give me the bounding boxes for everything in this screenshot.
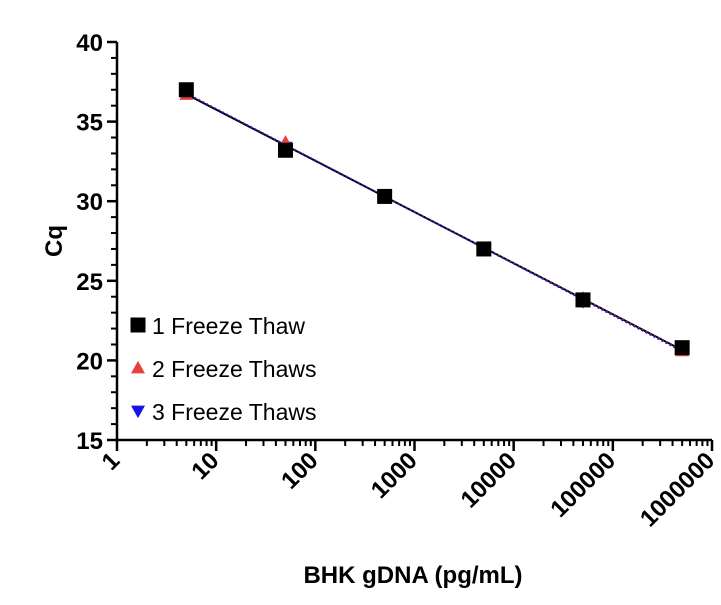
fit-line-series-3 xyxy=(185,92,683,353)
x-tick-label: 10000 xyxy=(456,447,522,513)
y-tick-label: 25 xyxy=(76,269,103,296)
fit-lines-layer xyxy=(185,92,683,353)
data-point-series-1 xyxy=(377,188,393,204)
y-tick-label: 40 xyxy=(76,30,103,57)
x-tick-label: 1000 xyxy=(366,447,423,504)
x-tick-label: 100 xyxy=(276,447,323,494)
legend: 1 Freeze Thaw 2 Freeze Thaws 3 Freeze Thaw… xyxy=(130,313,316,425)
legend-label-3: 3 Freeze Thaws xyxy=(152,399,316,425)
legend-marker-1 xyxy=(130,317,146,333)
x-ticks-layer: 1 10 100 1000 10000 100000 1000000 xyxy=(97,440,720,532)
x-tick-label: 10 xyxy=(186,447,224,485)
y-axis-title: Cq xyxy=(41,225,68,257)
legend-marker-3 xyxy=(131,405,145,419)
x-axis-title: BHK gDNA (pg/mL) xyxy=(303,562,522,589)
markers-layer xyxy=(178,82,690,357)
data-point-series-1 xyxy=(674,340,690,356)
x-tick-label: 1000000 xyxy=(635,447,720,532)
x-tick-label: 1 xyxy=(97,447,126,476)
x-tick-label: 100000 xyxy=(545,447,621,523)
data-point-series-1 xyxy=(277,142,293,158)
data-point-series-1 xyxy=(575,292,591,308)
y-tick-label: 30 xyxy=(76,189,103,216)
y-tick-label: 20 xyxy=(76,348,103,375)
data-point-series-1 xyxy=(178,82,194,98)
data-point-series-1 xyxy=(476,241,492,257)
y-tick-label: 15 xyxy=(76,428,103,455)
legend-label-1: 1 Freeze Thaw xyxy=(152,313,305,339)
y-ticks-layer: 15 20 25 30 35 40 xyxy=(76,30,117,455)
y-tick-label: 35 xyxy=(76,110,103,137)
legend-label-2: 2 Freeze Thaws xyxy=(152,356,316,382)
legend-marker-2 xyxy=(131,360,145,374)
